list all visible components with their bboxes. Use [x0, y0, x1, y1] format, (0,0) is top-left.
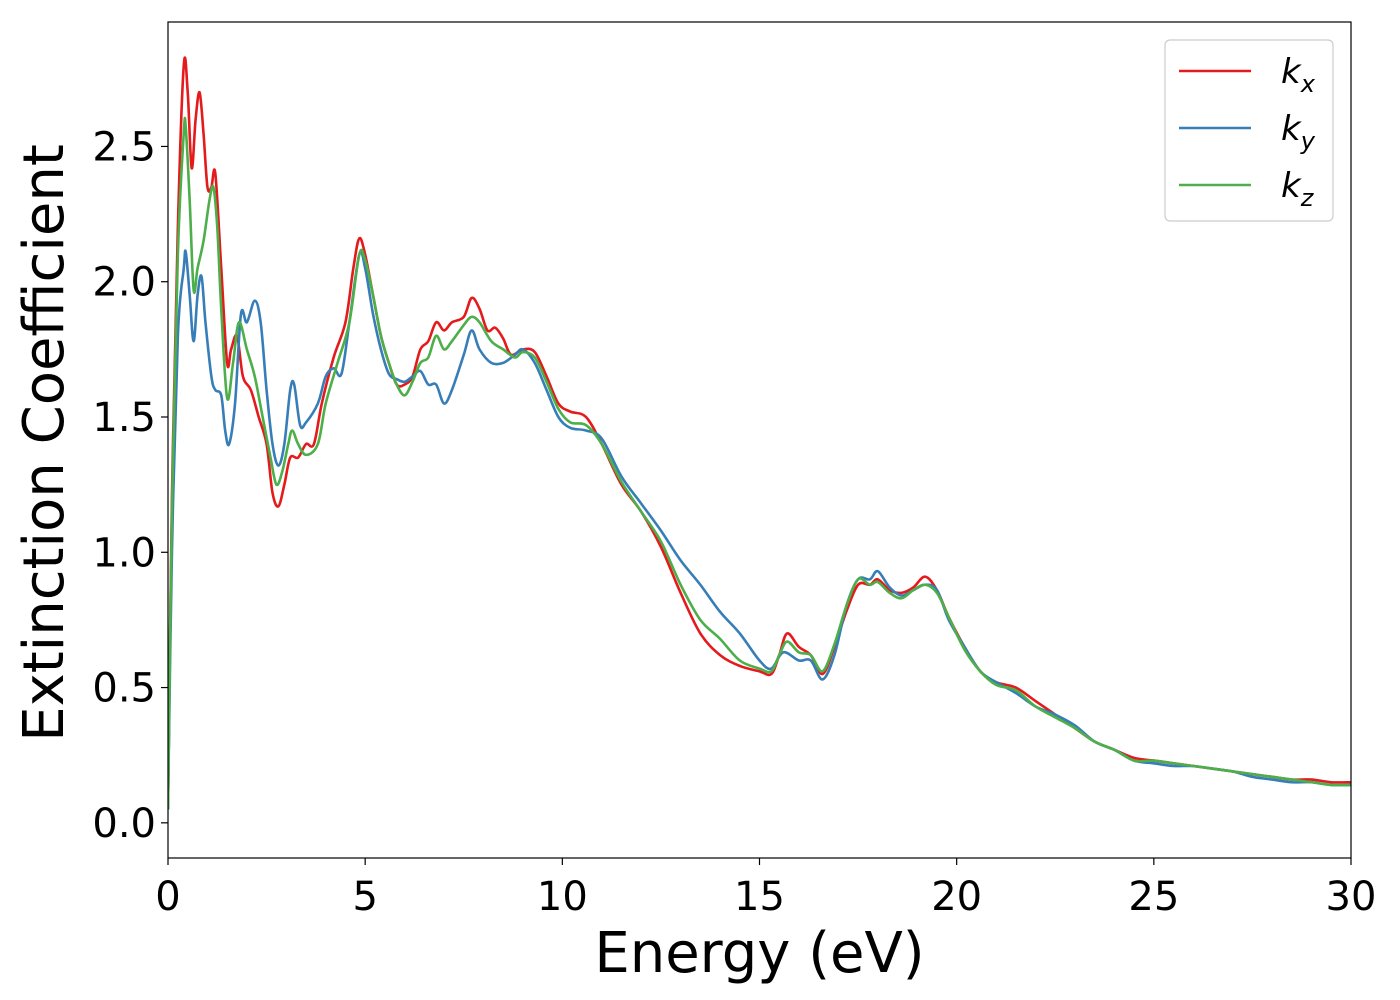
legend-box	[1164, 39, 1334, 222]
y-tick-label: 2.5	[92, 124, 156, 170]
series-layer	[168, 56, 1351, 810]
y-tick-label: 0.0	[92, 801, 156, 847]
x-tick-label: 15	[734, 874, 785, 920]
y-tick-label: 1.5	[92, 395, 156, 441]
y-tick-label: 0.5	[92, 666, 156, 712]
y-tick-label: 2.0	[92, 260, 156, 306]
y-axis: 0.0 0.5 1.0 1.5 2.0 2.5	[92, 124, 168, 847]
x-tick-label: 20	[931, 874, 982, 920]
x-axis-label: Energy (eV)	[594, 921, 924, 986]
y-tick-label: 1.0	[92, 530, 156, 576]
x-tick-label: 30	[1326, 874, 1377, 920]
x-axis: 0 5 10 15 20 25 30	[155, 858, 1376, 920]
x-tick-label: 25	[1128, 874, 1179, 920]
y-axis-label: Extinction Coefficient	[12, 144, 77, 742]
x-tick-label: 5	[352, 874, 377, 920]
x-tick-label: 10	[537, 874, 588, 920]
x-tick-label: 0	[155, 874, 180, 920]
series-line-z	[168, 116, 1351, 810]
